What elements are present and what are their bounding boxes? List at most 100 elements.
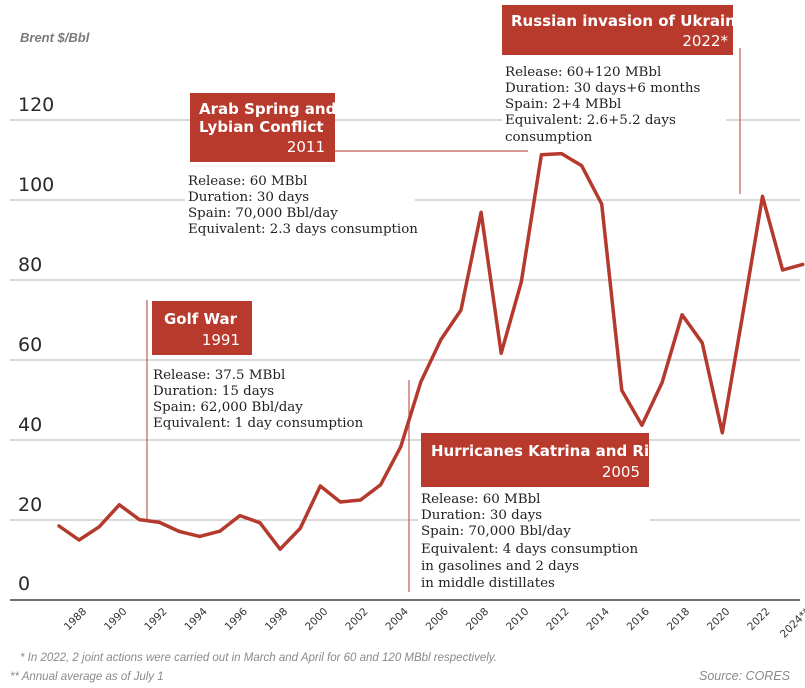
ukraine-title: Russian invasion of Ukraine [511, 12, 746, 30]
arab-spring-spain: Spain: 70,000 Bbl/day [188, 206, 338, 221]
y-axis-label: Brent $/Bbl [20, 30, 90, 45]
data-point-2001 [338, 500, 342, 504]
y-tick-0: 0 [18, 573, 30, 595]
x-tick-2002: 2002 [343, 606, 370, 633]
data-point-1994 [198, 534, 202, 539]
golf-war-duration: Duration: 15 days [153, 384, 274, 399]
hurricanes-spain: Spain: 70,000 Bbl/day [421, 524, 571, 539]
ukraine-title-box [502, 5, 733, 55]
arab-spring-year: 2011 [287, 138, 325, 156]
golf-war-title: Golf War [164, 310, 238, 328]
golf-war-equivalent: Equivalent: 1 day consumption [153, 416, 364, 431]
x-tick-2012: 2012 [544, 606, 571, 633]
data-point-2005 [419, 380, 423, 384]
hurricanes-text-bg [418, 488, 650, 592]
data-point-2009 [499, 351, 503, 355]
data-point-1996 [238, 514, 242, 518]
annotation-arab-spring: Arab Spring and Lybian Conflict 2011 Rel… [188, 93, 418, 237]
data-point-2022 [760, 194, 765, 198]
ukraine-release: Release: 60+120 MBbl [505, 65, 661, 80]
annotation-ukraine: Russian invasion of Ukraine 2022* Releas… [502, 5, 746, 145]
footnote-annual-average: ** Annual average as of July 1 [10, 671, 164, 683]
golf-war-spain: Spain: 62,000 Bbl/day [153, 400, 303, 415]
ukraine-equivalent-line2: consumption [505, 130, 593, 145]
ukraine-year: 2022* [682, 32, 728, 50]
x-tick-2010: 2010 [504, 606, 531, 633]
ukraine-text-bg [502, 62, 726, 148]
x-tick-2000: 2000 [303, 606, 330, 633]
hurricanes-title-box [421, 433, 649, 487]
y-tick-120: 120 [18, 94, 54, 116]
data-point-2007 [459, 308, 463, 312]
ukraine-equivalent-line1: Equivalent: 2.6+5.2 days [505, 113, 676, 128]
annotation-hurricanes: Hurricanes Katrina and Rita 2005 Release… [421, 433, 666, 591]
hurricanes-equivalent-line2: in gasolines and 2 days [421, 559, 579, 574]
hurricanes-equivalent-line3: in middle distillates [421, 576, 555, 591]
y-tick-100: 100 [18, 174, 54, 196]
x-tick-2004: 2004 [383, 605, 411, 633]
arab-spring-title-line2: Lybian Conflict [199, 118, 324, 136]
hurricanes-year: 2005 [602, 463, 640, 481]
data-point-2015 [620, 388, 624, 392]
data-point-2003 [379, 483, 383, 487]
y-tick-20: 20 [18, 494, 42, 516]
x-tick-2014: 2014 [584, 605, 612, 633]
golf-war-release: Release: 37.5 MBbl [153, 368, 285, 383]
x-tick-2020: 2020 [705, 606, 732, 633]
data-point-2012 [559, 152, 564, 156]
hurricanes-title: Hurricanes Katrina and Rita [431, 442, 666, 460]
data-point-1990 [117, 503, 121, 507]
brent-price-line [57, 151, 805, 551]
annotation-golf-war: Golf War 1991 Release: 37.5 MBbl Duratio… [152, 301, 364, 431]
x-tick-1988: 1988 [62, 606, 89, 633]
data-point-2011 [539, 153, 544, 157]
data-point-2014 [600, 202, 604, 206]
x-tick-2024: 2024** [778, 606, 805, 641]
data-point-2024 [801, 262, 805, 266]
data-point-2010 [519, 280, 523, 284]
x-tick-labels: 1988 1990 1992 1994 1996 1998 2000 2002 2004 2006… [62, 605, 805, 640]
arab-spring-title-box [190, 93, 335, 162]
data-point-2017 [660, 381, 664, 385]
hurricanes-duration: Duration: 30 days [421, 508, 542, 523]
data-point-2020 [720, 431, 724, 435]
golf-war-text-bg [150, 364, 358, 434]
data-point-1991 [137, 518, 141, 522]
ukraine-spain: Spain: 2+4 MBbl [505, 97, 621, 112]
data-point-2018 [680, 313, 684, 317]
data-point-2023 [781, 268, 785, 272]
arab-spring-release: Release: 60 MBbl [188, 174, 307, 189]
arab-spring-equivalent: Equivalent: 2.3 days consumption [188, 222, 418, 237]
data-point-1989 [97, 525, 101, 529]
data-point-1988 [77, 538, 81, 542]
data-point-2002 [358, 498, 363, 502]
hurricanes-release: Release: 60 MBbl [421, 492, 540, 507]
x-tick-2006: 2006 [424, 605, 452, 633]
x-tick-1990: 1990 [102, 606, 129, 633]
data-point-1995 [218, 529, 222, 533]
data-point-1992 [157, 520, 162, 525]
data-point-2019 [700, 341, 704, 345]
y-tick-80: 80 [18, 254, 42, 276]
data-point-2013 [580, 164, 584, 168]
golf-war-title-box [152, 301, 252, 355]
x-tick-2008: 2008 [464, 606, 491, 633]
source-label: Source: CORES [699, 669, 791, 683]
x-tick-2022: 2022 [745, 606, 772, 633]
data-point-2000 [318, 484, 322, 488]
hurricanes-equivalent-line1: Equivalent: 4 days consumption [421, 542, 638, 557]
data-point-2016 [640, 423, 644, 427]
data-point-1997 [258, 521, 262, 525]
x-tick-1996: 1996 [223, 605, 251, 633]
x-tick-1994: 1994 [182, 605, 210, 633]
data-point-1987 [57, 524, 61, 528]
golf-war-year: 1991 [202, 331, 240, 349]
arab-spring-title-line1: Arab Spring and [199, 100, 336, 118]
ukraine-duration: Duration: 30 days+6 months [505, 81, 701, 96]
data-point-2006 [439, 338, 443, 342]
x-tick-1992: 1992 [142, 606, 169, 633]
x-tick-2018: 2018 [665, 606, 692, 633]
arab-spring-duration: Duration: 30 days [188, 190, 309, 205]
data-point-1998 [278, 547, 282, 551]
